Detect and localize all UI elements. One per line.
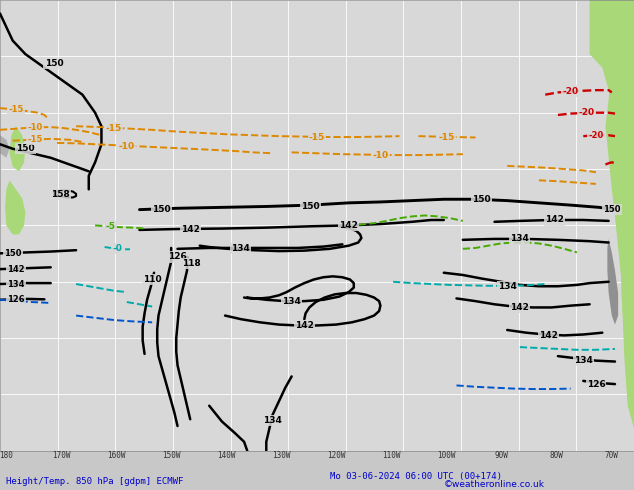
Text: 142: 142 — [181, 225, 200, 234]
Text: 110W: 110W — [382, 451, 401, 460]
Text: Height/Temp. 850 hPa [gdpm] ECMWF: Height/Temp. 850 hPa [gdpm] ECMWF — [6, 477, 184, 486]
Text: 134: 134 — [7, 279, 25, 289]
Text: 140W: 140W — [217, 451, 236, 460]
Text: 150: 150 — [152, 205, 171, 214]
Text: 100W: 100W — [437, 451, 456, 460]
Text: -20: -20 — [588, 131, 604, 140]
Text: Mo 03-06-2024 06:00 UTC (00+174): Mo 03-06-2024 06:00 UTC (00+174) — [330, 472, 501, 481]
Text: 130W: 130W — [273, 451, 291, 460]
Text: 110: 110 — [143, 275, 162, 284]
Text: 142: 142 — [7, 265, 25, 273]
Text: 126: 126 — [168, 252, 187, 262]
Text: -20: -20 — [562, 87, 579, 96]
Text: -10: -10 — [372, 151, 389, 160]
Text: -20: -20 — [578, 108, 595, 117]
Text: -15: -15 — [439, 132, 455, 142]
Text: 150: 150 — [16, 144, 35, 153]
Text: 134: 134 — [510, 234, 529, 244]
Text: 118: 118 — [182, 259, 201, 268]
Text: 142: 142 — [510, 303, 529, 312]
Polygon shape — [10, 126, 25, 172]
Text: 142: 142 — [545, 216, 564, 224]
Text: 90W: 90W — [495, 451, 508, 460]
Text: 158: 158 — [51, 190, 70, 199]
Text: -10: -10 — [27, 123, 42, 132]
Text: 150: 150 — [4, 249, 22, 258]
Text: -0: -0 — [112, 245, 122, 253]
Polygon shape — [605, 0, 634, 428]
Text: -15: -15 — [27, 135, 42, 144]
Text: 134: 134 — [282, 296, 301, 306]
Text: 160W: 160W — [107, 451, 126, 460]
Text: 142: 142 — [295, 321, 314, 330]
Text: -15: -15 — [309, 132, 325, 142]
Text: -15: -15 — [8, 104, 23, 114]
Text: 150: 150 — [301, 201, 320, 211]
Text: 134: 134 — [263, 416, 282, 425]
Text: 126: 126 — [7, 295, 25, 304]
Text: 142: 142 — [339, 221, 358, 230]
Text: 180: 180 — [0, 451, 13, 460]
Text: 80W: 80W — [550, 451, 564, 460]
Text: -5: -5 — [106, 222, 116, 231]
Text: 134: 134 — [574, 356, 593, 365]
Polygon shape — [590, 0, 634, 415]
Text: 150: 150 — [44, 59, 63, 68]
Text: 150W: 150W — [162, 451, 181, 460]
Text: 150: 150 — [603, 205, 621, 214]
Polygon shape — [5, 180, 25, 234]
Text: 70W: 70W — [605, 451, 619, 460]
Polygon shape — [607, 239, 618, 324]
Text: 126: 126 — [586, 380, 605, 389]
Text: 134: 134 — [231, 244, 250, 253]
Text: 170W: 170W — [52, 451, 70, 460]
Text: 150: 150 — [472, 195, 491, 204]
Polygon shape — [609, 0, 634, 81]
Text: -10: -10 — [119, 143, 135, 151]
Text: 142: 142 — [539, 331, 558, 340]
Text: 134: 134 — [498, 282, 517, 291]
Polygon shape — [0, 135, 10, 158]
Text: -15: -15 — [106, 123, 122, 132]
Text: 120W: 120W — [327, 451, 346, 460]
Text: ©weatheronline.co.uk: ©weatheronline.co.uk — [444, 480, 545, 489]
